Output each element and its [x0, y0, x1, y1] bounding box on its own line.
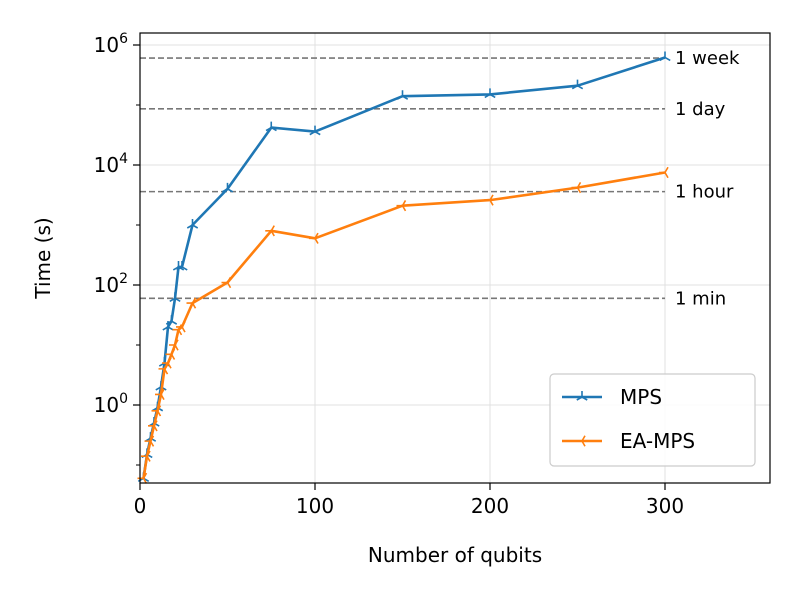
data-point — [571, 79, 584, 90]
x-tick-label: 300 — [646, 494, 684, 518]
data-point — [176, 260, 188, 271]
legend-marker — [576, 435, 586, 447]
data-point — [221, 182, 234, 193]
data-point — [151, 405, 162, 417]
y-tick-label: 102 — [94, 271, 128, 297]
data-point — [265, 225, 275, 237]
reference-line-label: 1 hour — [675, 182, 734, 203]
data-point — [396, 200, 407, 212]
legend-label: EA-MPS — [620, 429, 695, 453]
data-point — [137, 472, 148, 484]
data-point — [265, 121, 277, 132]
data-point — [396, 90, 409, 100]
data-point — [309, 232, 319, 244]
data-point — [169, 292, 181, 303]
series-lines — [137, 51, 671, 484]
data-point — [659, 166, 669, 179]
data-point — [148, 420, 158, 432]
data-point — [571, 181, 582, 194]
data-point — [169, 339, 179, 351]
x-tick-label: 0 — [134, 494, 147, 518]
x-tick-label: 100 — [296, 494, 334, 518]
data-point — [484, 194, 494, 206]
reference-lines: 1 min 1 hour 1 day 1 week — [140, 48, 740, 309]
data-point — [158, 363, 169, 375]
data-point — [309, 125, 321, 136]
x-axis-label: Number of qubits — [368, 543, 542, 567]
legend: MPS EA-MPS — [549, 373, 756, 467]
reference-line-label: 1 min — [675, 288, 726, 309]
data-point — [144, 435, 155, 447]
legend-marker — [576, 391, 588, 401]
reference-line-label: 1 week — [675, 48, 740, 69]
data-point — [186, 297, 197, 309]
data-point — [484, 88, 496, 99]
data-point — [176, 321, 186, 333]
data-point — [141, 450, 151, 462]
data-point — [155, 388, 165, 401]
data-point — [165, 348, 176, 360]
y-tick-label: 104 — [94, 151, 128, 177]
x-tick-label: 200 — [471, 494, 509, 518]
axis-ticks: 0 100 200 300 100 102 104 106 — [94, 31, 684, 518]
data-point — [221, 276, 232, 289]
reference-line-label: 1 day — [675, 99, 726, 120]
data-point — [186, 219, 199, 229]
data-point — [165, 315, 178, 325]
data-point — [162, 357, 172, 369]
plot-frame — [139, 32, 771, 484]
y-tick-label: 100 — [94, 391, 128, 417]
data-point — [172, 260, 185, 271]
data-point — [659, 51, 671, 62]
y-axis-label: Time (s) — [31, 217, 55, 299]
y-tick-label: 106 — [94, 31, 128, 57]
legend-label: MPS — [620, 385, 662, 409]
